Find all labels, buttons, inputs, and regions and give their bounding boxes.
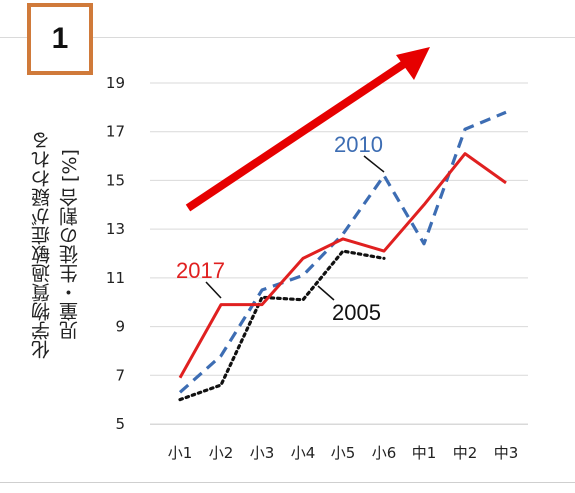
y-ticks: 5 7 9 11 13 15 17 19 [106, 74, 125, 433]
bottom-divider [0, 482, 575, 483]
x-ticks: 小1 小2 小3 小4 小5 小6 中1 中2 中3 [168, 444, 519, 462]
leader-line-2005 [317, 285, 335, 301]
y-tick-label: 13 [106, 220, 125, 238]
leader-line-2010 [363, 155, 385, 173]
figure-number: 1 [51, 22, 69, 55]
trend-arrow-head [396, 47, 430, 80]
y-tick-label: 5 [115, 415, 125, 433]
y-tick-label: 11 [106, 269, 125, 287]
y-tick-label: 17 [106, 123, 125, 141]
y-tick-label: 15 [106, 171, 125, 189]
series-line-2005 [178, 249, 386, 402]
x-tick-label: 小5 [331, 444, 356, 462]
series-line-2017 [178, 152, 507, 379]
series-lines [178, 110, 507, 402]
x-tick-label: 中2 [453, 444, 478, 462]
series-label-2005: 2005 [332, 300, 381, 325]
top-divider [0, 37, 575, 38]
series-label-2017: 2017 [176, 258, 225, 283]
y-tick-label: 9 [115, 318, 125, 336]
x-tick-label: 小1 [168, 444, 193, 462]
x-tick-label: 小3 [250, 444, 275, 462]
x-tick-label: 小6 [372, 444, 397, 462]
y-tick-label: 19 [106, 74, 125, 92]
y-tick-label: 7 [115, 366, 125, 384]
x-tick-label: 小2 [209, 444, 234, 462]
x-tick-label: 小4 [291, 444, 316, 462]
x-tick-label: 中1 [412, 444, 437, 462]
grid [150, 82, 528, 425]
annotations: 2005 2010 2017 [176, 47, 430, 325]
series-line-2010 [178, 110, 507, 394]
x-tick-label: 中3 [494, 444, 519, 462]
figure-number-badge: 1 [27, 3, 93, 75]
leader-line-2017 [205, 281, 222, 299]
trend-arrow-shaft [185, 56, 413, 212]
series-label-2010: 2010 [334, 132, 383, 157]
